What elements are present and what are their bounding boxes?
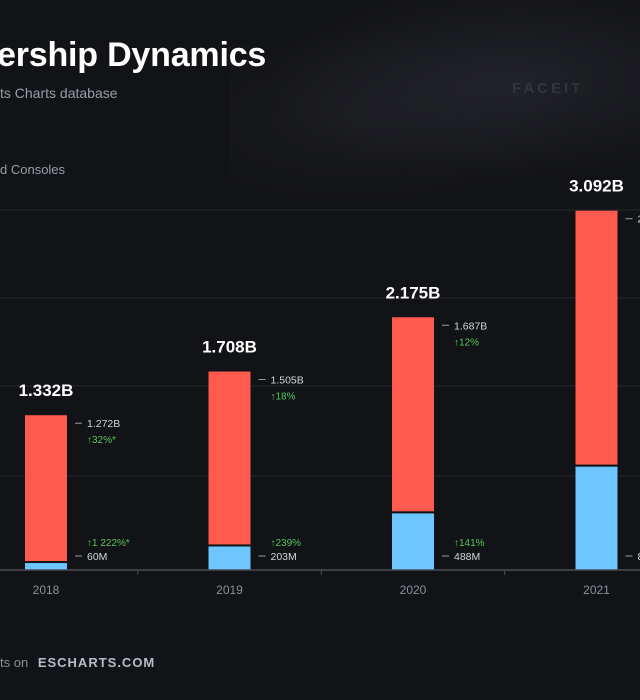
bar-segment-bottom (575, 466, 618, 570)
footer-brand-link[interactable]: ESCHARTS.COM (37, 655, 156, 670)
bar-separator (25, 561, 67, 564)
bar-segment-top (392, 317, 434, 512)
bar-segment-bottom (208, 546, 251, 570)
chart-title: ership Dynamics (0, 36, 267, 74)
x-tick-label: 2021 (583, 583, 610, 597)
background-watermark: FACEIT (512, 80, 584, 97)
x-tick-label: 2018 (33, 583, 60, 597)
bottom-segment-value-label: 60M (87, 551, 107, 563)
bottom-segment-growth-label: ↑1 222%* (87, 538, 130, 549)
bottom-segment-value-label: 203M (271, 551, 297, 563)
top-segment-value-label: 1.687B (454, 320, 487, 332)
bars (25, 210, 618, 570)
bottom-segment-value-label: 8 (638, 551, 640, 563)
top-segment-value-label: 2 (638, 214, 640, 226)
total-label: 1.708B (202, 338, 257, 357)
chart-subtitle: ts Charts database (0, 85, 118, 101)
total-label: 3.092B (569, 177, 624, 196)
bar-segment-top (208, 371, 251, 545)
legend-caption: d Consoles (0, 162, 66, 177)
bar-separator (392, 511, 434, 514)
x-tick-label: 2020 (400, 583, 427, 597)
labels: 1.332B 1.272B ↑32%* 60M ↑1 222%* 2018 1.708B 1.… (19, 177, 640, 597)
top-segment-growth-label: ↑32%* (87, 435, 116, 446)
gridlines (0, 209, 640, 477)
background-photo (230, 0, 640, 200)
bar-segment-bottom (392, 513, 434, 570)
bar-separator (575, 464, 618, 467)
bottom-segment-growth-label: ↑141% (454, 538, 485, 549)
footer: ts on ESCHARTS.COM (0, 655, 155, 670)
bottom-segment-value-label: 488M (454, 551, 480, 563)
top-segment-growth-label: ↑18% (271, 392, 296, 403)
bar-segment-top (575, 210, 618, 465)
bar-separator (208, 544, 251, 547)
top-segment-growth-label: ↑12% (454, 337, 479, 348)
x-tick-label: 2019 (216, 583, 243, 597)
bar-segment-bottom (25, 563, 67, 570)
bottom-segment-growth-label: ↑239% (271, 538, 302, 549)
footer-prefix: ts on (0, 655, 29, 670)
top-segment-value-label: 1.505B (271, 375, 304, 387)
bar-segment-top (25, 415, 67, 562)
total-label: 2.175B (386, 283, 441, 302)
x-axis-ticks (137, 570, 506, 575)
total-label: 1.332B (19, 381, 74, 400)
top-segment-value-label: 1.272B (87, 418, 120, 430)
